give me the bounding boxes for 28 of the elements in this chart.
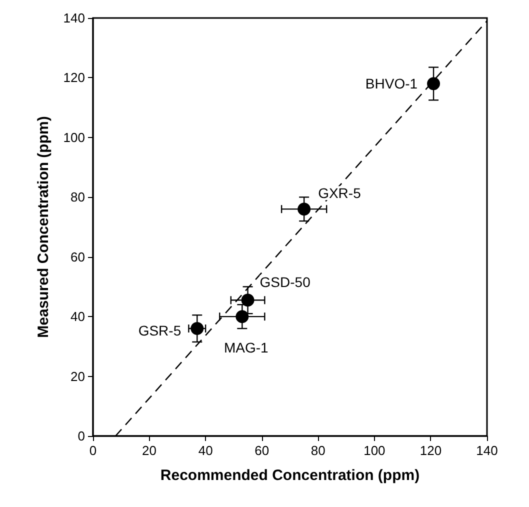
x-axis-title: Recommended Concentration (ppm) bbox=[160, 467, 420, 484]
y-axis-title: Measured Concentration (ppm) bbox=[35, 116, 52, 338]
x-tick-label: 100 bbox=[364, 443, 386, 458]
point bbox=[298, 202, 311, 216]
annotation: GXR-5 bbox=[318, 185, 362, 202]
y-tick-label: 20 bbox=[70, 368, 85, 384]
y-tick-label: 40 bbox=[70, 309, 85, 324]
x-tick-label: 40 bbox=[198, 443, 213, 458]
annotation: BHVO-1 bbox=[365, 76, 418, 92]
y-tick-label: 80 bbox=[70, 190, 85, 205]
y-tick-label: 0 bbox=[78, 428, 85, 444]
x-tick-label: 80 bbox=[310, 443, 326, 458]
x-tick-label: 120 bbox=[420, 443, 442, 458]
y-tick-label: 60 bbox=[70, 249, 85, 264]
annotation: GSD-50 bbox=[260, 274, 311, 290]
annotation: GSR-5 bbox=[138, 322, 182, 339]
x-tick-label: 20 bbox=[142, 443, 157, 458]
point bbox=[427, 77, 440, 90]
point bbox=[241, 294, 254, 307]
x-tick-label: 60 bbox=[254, 443, 270, 458]
y-tick-label: 120 bbox=[63, 70, 85, 86]
annotation: MAG-1 bbox=[224, 340, 269, 356]
y-tick-label: 140 bbox=[63, 10, 85, 26]
point bbox=[236, 310, 249, 324]
x-tick-label: 140 bbox=[476, 443, 498, 458]
x-tick-label: 0 bbox=[89, 443, 97, 458]
point bbox=[190, 322, 204, 336]
y-tick-label: 100 bbox=[63, 130, 85, 145]
